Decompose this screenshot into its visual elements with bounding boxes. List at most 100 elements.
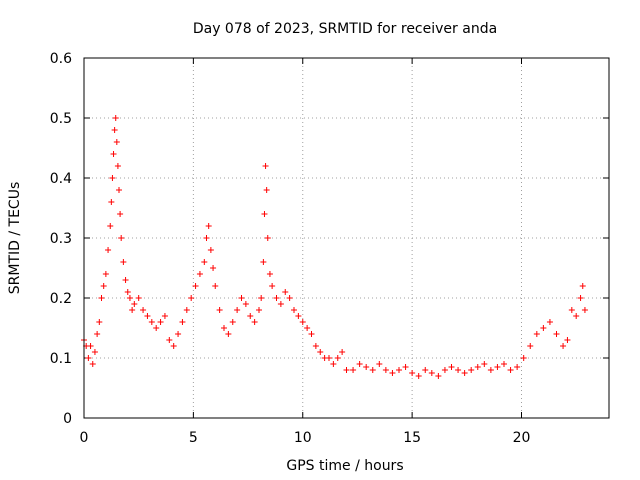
data-point (258, 295, 265, 301)
data-point (124, 289, 131, 295)
data-point (273, 295, 280, 301)
data-point (269, 283, 276, 289)
x-tick-label: 0 (80, 430, 89, 446)
x-tick-label: 20 (513, 430, 531, 446)
data-point (102, 271, 109, 277)
data-point (461, 370, 468, 376)
data-point (396, 367, 402, 373)
data-point (105, 247, 112, 253)
data-point (135, 295, 142, 301)
data-point (85, 355, 92, 361)
data-point (507, 367, 514, 373)
data-point (264, 235, 271, 241)
data-point (343, 367, 350, 373)
data-point (120, 259, 127, 265)
x-tick-label: 15 (403, 430, 421, 446)
data-point (225, 331, 232, 337)
data-point (126, 295, 133, 301)
data-point (247, 313, 254, 319)
data-point (560, 343, 567, 349)
data-point (144, 313, 151, 319)
data-point (409, 370, 416, 376)
data-point (175, 331, 182, 337)
y-tick-label: 0.2 (50, 291, 72, 307)
data-point (282, 289, 289, 295)
data-point (122, 277, 129, 283)
data-point (474, 364, 481, 370)
data-point (260, 259, 267, 265)
y-tick-label: 0.1 (50, 351, 72, 367)
data-point (295, 313, 302, 319)
data-point (468, 367, 475, 373)
y-tick-label: 0 (63, 411, 72, 427)
data-point (263, 187, 270, 193)
data-point (286, 295, 293, 301)
data-point (116, 187, 122, 193)
data-point (261, 211, 268, 217)
x-tick-label: 5 (189, 430, 198, 446)
data-point (369, 367, 376, 373)
data-point (317, 349, 324, 355)
data-point (514, 364, 521, 370)
data-point (153, 325, 160, 331)
data-point (216, 307, 223, 313)
data-point (140, 307, 147, 313)
data-point (131, 301, 138, 307)
data-point (221, 325, 227, 331)
data-point (109, 175, 116, 181)
data-point (564, 337, 571, 343)
data-point (196, 271, 203, 277)
data-point (422, 367, 429, 373)
data-point (100, 283, 107, 289)
data-point (183, 307, 190, 313)
data-point (435, 373, 442, 379)
data-point (330, 361, 337, 367)
data-point (402, 364, 409, 370)
y-tick-label: 0.5 (50, 111, 72, 127)
data-point (179, 319, 186, 325)
data-point (568, 307, 575, 313)
y-tick-label: 0.4 (50, 171, 72, 187)
data-point (212, 283, 219, 289)
x-tick-label: 10 (294, 430, 312, 446)
data-point (299, 319, 306, 325)
data-point (203, 235, 210, 241)
data-point (573, 313, 580, 319)
data-point (455, 367, 462, 373)
data-point (118, 235, 125, 241)
data-point (441, 367, 448, 373)
data-point (376, 361, 383, 367)
data-point (210, 265, 217, 271)
data-point (256, 307, 262, 313)
data-point (350, 367, 357, 373)
data-point (117, 211, 124, 217)
data-point (428, 370, 435, 376)
plot-frame (83, 57, 610, 419)
data-point (242, 301, 249, 307)
data-point (501, 361, 507, 367)
data-point (114, 163, 121, 169)
data-point (188, 295, 195, 301)
data-point (201, 259, 208, 265)
data-point (238, 295, 245, 301)
data-point (415, 373, 422, 379)
data-point (205, 223, 212, 229)
data-point (170, 343, 177, 349)
data-point (312, 343, 319, 349)
y-tick-label: 0.6 (50, 51, 72, 67)
axis-ticks: 0 0.1 0.2 0.3 0.4 0.5 0.6 0 5 10 15 20 (50, 51, 609, 446)
data-point (291, 307, 297, 313)
chart-title: Day 078 of 2023, SRMTID for receiver and… (193, 21, 497, 37)
data-point (91, 349, 98, 355)
data-point (527, 343, 534, 349)
y-tick-label: 0.3 (50, 231, 72, 247)
data-point (579, 283, 586, 289)
data-point (487, 367, 494, 373)
data-point (107, 223, 114, 229)
data-point (553, 331, 560, 337)
data-point (304, 325, 311, 331)
data-point (129, 307, 136, 313)
data-point (96, 319, 103, 325)
data-point (533, 331, 540, 337)
